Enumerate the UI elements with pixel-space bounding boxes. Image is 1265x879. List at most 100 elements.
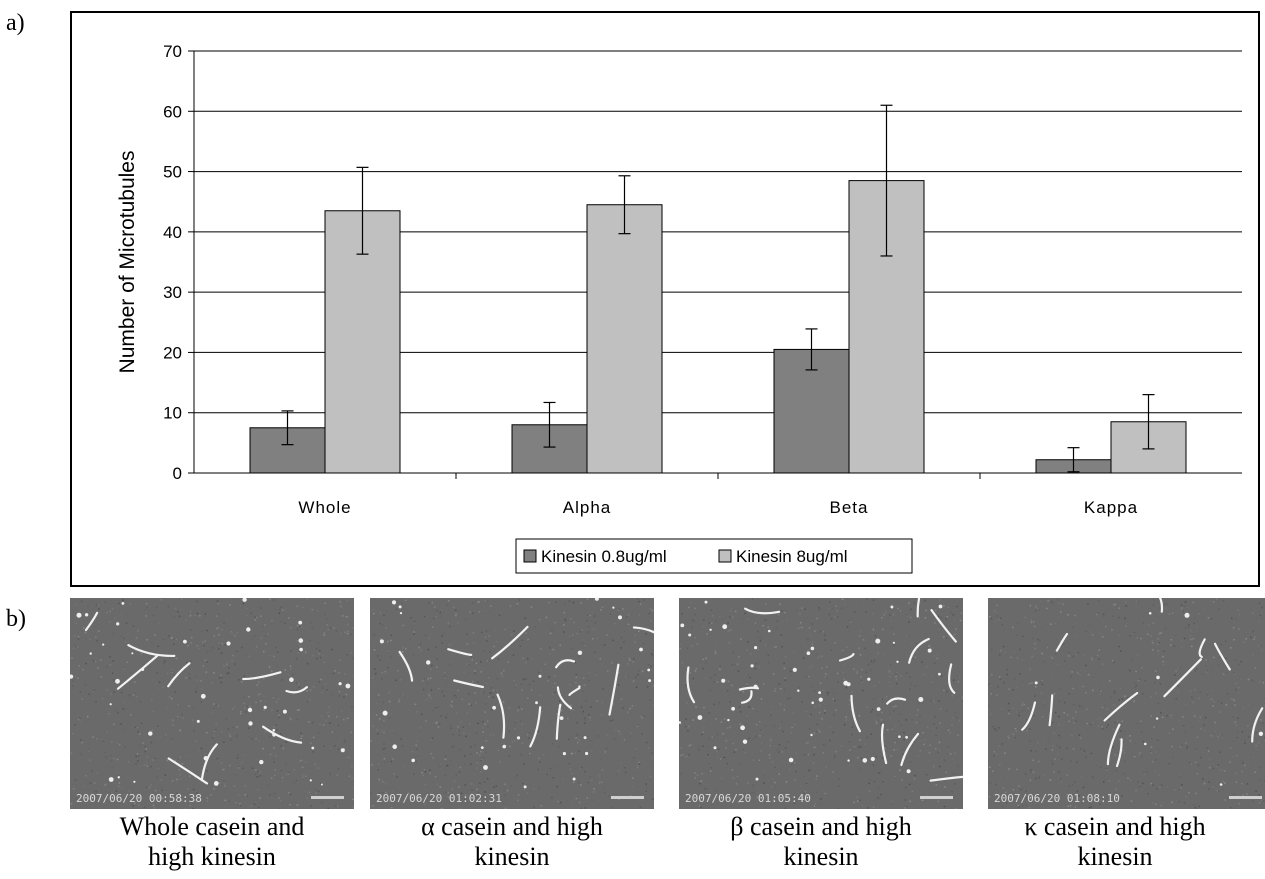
noise-speck [853, 745, 856, 748]
noise-speck [582, 639, 584, 641]
noise-speck [480, 750, 482, 753]
microtubule-dot [792, 667, 797, 672]
noise-speck [160, 779, 162, 781]
noise-speck [87, 715, 89, 718]
noise-speck [520, 683, 522, 685]
noise-speck [586, 614, 589, 616]
noise-speck [153, 621, 156, 624]
noise-speck [885, 696, 888, 698]
noise-speck [1054, 711, 1057, 714]
noise-speck [390, 760, 393, 763]
noise-speck [445, 791, 447, 794]
noise-speck [820, 798, 822, 800]
noise-speck [1233, 793, 1235, 795]
noise-speck [823, 764, 825, 767]
noise-speck [314, 763, 316, 765]
noise-speck [600, 609, 602, 611]
noise-speck [1214, 721, 1216, 724]
noise-speck [584, 722, 586, 724]
noise-speck [113, 799, 116, 801]
noise-speck [198, 611, 200, 613]
noise-speck [327, 807, 329, 809]
noise-speck [813, 754, 815, 756]
noise-speck [465, 618, 467, 621]
noise-speck [230, 739, 232, 741]
noise-speck [893, 633, 895, 635]
noise-speck [761, 799, 764, 801]
noise-speck [134, 726, 137, 729]
noise-speck [76, 646, 79, 648]
noise-speck [1080, 748, 1082, 750]
microtubule-dot [121, 602, 125, 605]
noise-speck [1114, 721, 1116, 724]
noise-speck [751, 598, 754, 600]
noise-speck [317, 642, 320, 644]
noise-speck [767, 626, 769, 628]
noise-speck [815, 778, 817, 780]
noise-speck [614, 738, 616, 740]
noise-speck [1053, 771, 1055, 773]
noise-speck [167, 606, 170, 608]
noise-speck [1171, 801, 1173, 803]
noise-speck [1172, 728, 1174, 730]
noise-speck [450, 727, 452, 729]
noise-speck [1090, 599, 1092, 601]
noise-speck [1204, 730, 1206, 732]
noise-speck [573, 781, 575, 783]
noise-speck [1129, 669, 1131, 672]
noise-speck [1051, 749, 1054, 751]
noise-speck [114, 689, 117, 692]
noise-speck [756, 796, 758, 799]
noise-speck [379, 659, 381, 661]
microtubule-filament [1055, 632, 1069, 652]
noise-speck [398, 698, 400, 701]
noise-speck [151, 730, 153, 732]
noise-speck [1127, 777, 1129, 779]
noise-speck [221, 675, 224, 677]
noise-speck [680, 723, 682, 725]
noise-speck [429, 677, 432, 679]
noise-speck [432, 651, 434, 653]
noise-speck [1055, 652, 1058, 654]
noise-speck [755, 662, 757, 665]
noise-speck [596, 637, 598, 640]
noise-speck [940, 616, 943, 619]
scale-bar [311, 796, 344, 799]
noise-speck [1213, 730, 1216, 732]
noise-speck [1025, 806, 1027, 808]
noise-speck [886, 703, 889, 706]
noise-speck [1009, 611, 1012, 613]
noise-speck [329, 747, 332, 749]
noise-speck [1143, 772, 1145, 774]
noise-speck [731, 607, 733, 610]
noise-speck [718, 703, 720, 706]
noise-speck [206, 629, 208, 632]
noise-speck [478, 601, 480, 603]
noise-speck [556, 765, 559, 768]
noise-speck [330, 805, 332, 808]
noise-speck [858, 746, 860, 748]
noise-speck [1085, 756, 1087, 758]
noise-speck [1186, 762, 1189, 764]
noise-speck [1181, 784, 1183, 786]
noise-speck [472, 680, 474, 683]
noise-speck [928, 760, 930, 762]
noise-speck [939, 765, 941, 768]
noise-speck [991, 699, 993, 701]
noise-speck [1191, 727, 1193, 729]
noise-speck [204, 752, 206, 755]
noise-speck [1166, 786, 1169, 789]
noise-speck [240, 681, 243, 683]
noise-speck [930, 699, 933, 702]
noise-speck [414, 703, 417, 705]
noise-speck [388, 706, 391, 709]
noise-speck [606, 734, 609, 736]
noise-speck [988, 766, 991, 768]
noise-speck [1122, 749, 1124, 752]
noise-speck [840, 701, 842, 704]
noise-speck [599, 780, 601, 782]
noise-speck [800, 797, 802, 799]
noise-speck [119, 723, 122, 725]
noise-speck [418, 623, 420, 626]
noise-speck [870, 711, 873, 713]
